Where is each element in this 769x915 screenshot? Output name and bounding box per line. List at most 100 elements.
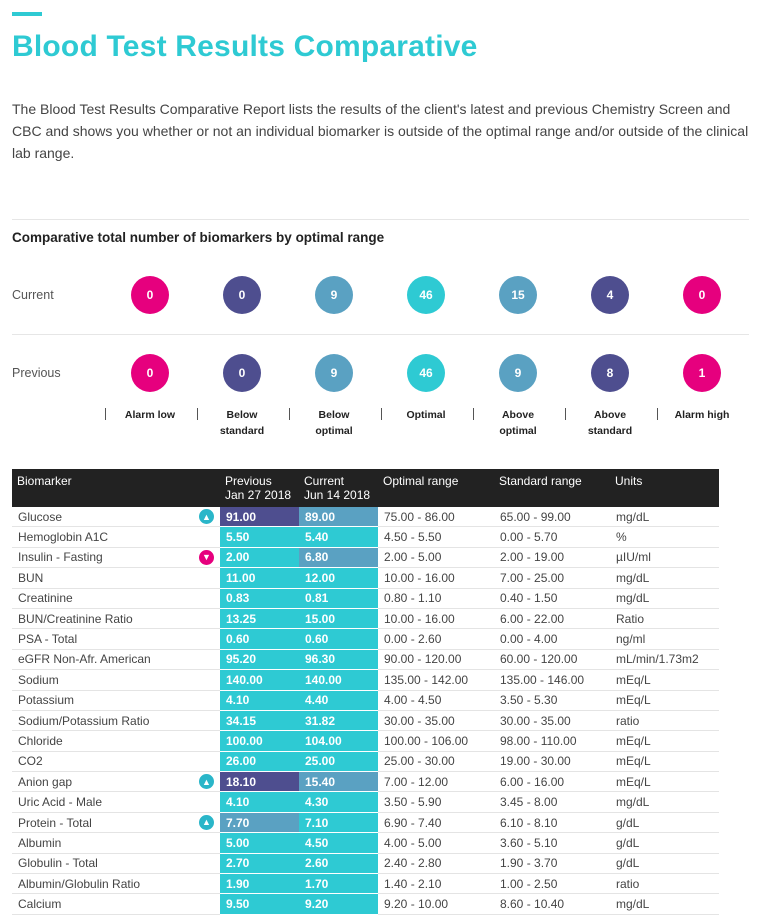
units: ratio — [610, 873, 719, 895]
units-text: g/dL — [616, 835, 640, 850]
category-label: Above optimal — [473, 407, 563, 439]
previous-value: 95.20 — [220, 649, 299, 671]
table-row: Anion gap ▲ 18.10 15.40 7.00 - 12.00 6.00 - 1… — [12, 771, 719, 793]
standard-range: 6.00 - 16.00 — [494, 771, 610, 793]
count-circle: 46 — [407, 276, 445, 314]
biomarker-name-text: Sodium/Potassium Ratio — [18, 713, 150, 728]
optimal-range: 75.00 - 86.00 — [378, 507, 494, 528]
biomarker-name: CO2 — [12, 751, 220, 773]
optimal-range-text: 100.00 - 106.00 — [384, 733, 469, 748]
count-circle: 8 — [591, 354, 629, 392]
units: mL/min/1.73m2 — [610, 649, 719, 671]
units: % — [610, 526, 719, 548]
biomarker-name: Albumin/Globulin Ratio — [12, 873, 220, 895]
biomarker-name: Insulin - Fasting ▼ — [12, 547, 220, 569]
optimal-range-text: 1.40 - 2.10 — [384, 876, 442, 891]
table-row: Chloride 100.00 104.00 100.00 - 106.00 98.00… — [12, 730, 719, 752]
previous-value: 0.60 — [220, 628, 299, 650]
optimal-range: 25.00 - 30.00 — [378, 751, 494, 773]
units-text: g/dL — [616, 856, 640, 871]
thumbs-up-icon[interactable]: ▲ — [199, 814, 214, 830]
biomarker-name-text: Creatinine — [18, 591, 73, 606]
report-intro: The Blood Test Results Comparative Repor… — [12, 101, 749, 161]
standard-range-text: 8.60 - 10.40 — [500, 897, 565, 912]
optimal-range: 9.20 - 10.00 — [378, 893, 494, 915]
optimal-range: 2.40 - 2.80 — [378, 853, 494, 875]
biomarker-name-text: Globulin - Total — [18, 856, 98, 871]
biomarker-name: Sodium/Potassium Ratio — [12, 710, 220, 732]
optimal-range-text: 6.90 - 7.40 — [384, 815, 442, 830]
thumbs-up-icon[interactable]: ▲ — [199, 774, 214, 790]
table-row: Albumin/Globulin Ratio 1.90 1.70 1.40 - 2.1… — [12, 873, 719, 895]
header-previous: Previous Jan 27 2018 — [220, 469, 299, 507]
standard-range: 0.40 - 1.50 — [494, 588, 610, 609]
standard-range: 7.00 - 25.00 — [494, 567, 610, 589]
count-circle: 0 — [223, 354, 261, 392]
standard-range-text: 1.00 - 2.50 — [500, 876, 558, 891]
previous-value-text: 18.10 — [226, 774, 257, 789]
optimal-range-text: 10.00 - 16.00 — [384, 570, 455, 585]
previous-value: 5.50 — [220, 526, 299, 548]
category-separator — [565, 408, 566, 420]
units: mEq/L — [610, 771, 719, 793]
previous-value-text: 91.00 — [226, 509, 257, 524]
standard-range-text: 0.00 - 5.70 — [500, 530, 558, 545]
category-separator — [197, 408, 198, 420]
optimal-range-text: 75.00 - 86.00 — [384, 509, 455, 524]
header-optimal-range: Optimal range — [378, 469, 494, 507]
optimal-range: 7.00 - 12.00 — [378, 771, 494, 793]
biomarker-name-text: BUN/Creatinine Ratio — [18, 611, 133, 626]
standard-range-text: 3.60 - 5.10 — [500, 835, 558, 850]
units: g/dL — [610, 812, 719, 834]
biomarker-name: eGFR Non-Afr. American — [12, 649, 220, 671]
units-text: mg/dL — [616, 509, 650, 524]
previous-value-text: 2.00 — [226, 550, 250, 565]
current-value: 15.00 — [299, 608, 378, 630]
previous-value: 4.10 — [220, 791, 299, 813]
current-value-text: 2.60 — [305, 856, 329, 871]
units-text: ratio — [616, 876, 640, 891]
units: mg/dL — [610, 567, 719, 589]
biomarker-name: BUN/Creatinine Ratio — [12, 608, 220, 630]
thumbs-down-icon[interactable]: ▼ — [199, 549, 214, 565]
current-value: 25.00 — [299, 751, 378, 773]
category-separator — [381, 408, 382, 420]
current-value-text: 104.00 — [305, 733, 342, 748]
current-value-text: 31.82 — [305, 713, 336, 728]
previous-value-text: 5.00 — [226, 835, 250, 850]
optimal-range: 0.80 - 1.10 — [378, 588, 494, 609]
units: mEq/L — [610, 690, 719, 711]
table-row: Calcium 9.50 9.20 9.20 - 10.00 8.60 - 10.40 m… — [12, 893, 719, 915]
header-current-label: Current — [304, 474, 345, 488]
standard-range-text: 6.10 - 8.10 — [500, 815, 558, 830]
standard-range: 0.00 - 4.00 — [494, 628, 610, 650]
units: Ratio — [610, 608, 719, 630]
previous-value: 0.83 — [220, 588, 299, 609]
previous-value-text: 95.20 — [226, 652, 257, 667]
header-standard-range: Standard range — [494, 469, 610, 507]
table-row: Insulin - Fasting ▼ 2.00 6.80 2.00 - 5.00 2.0… — [12, 547, 719, 569]
biomarker-name-text: Calcium — [18, 897, 62, 912]
category-label: Alarm low — [105, 407, 195, 423]
thumbs-up-icon[interactable]: ▲ — [199, 509, 214, 524]
units: mg/dL — [610, 588, 719, 609]
biomarker-name-text: BUN — [18, 570, 44, 585]
previous-value: 5.00 — [220, 832, 299, 854]
count-circle: 4 — [591, 276, 629, 314]
biomarker-name-text: Protein - Total — [18, 815, 92, 830]
current-value: 31.82 — [299, 710, 378, 732]
previous-value-text: 9.50 — [226, 897, 250, 912]
summary-row-label-current: Current — [12, 288, 54, 302]
table-row: Albumin 5.00 4.50 4.00 - 5.00 3.60 - 5.10 g/d… — [12, 832, 719, 854]
standard-range: 65.00 - 99.00 — [494, 507, 610, 528]
previous-value-text: 26.00 — [226, 754, 257, 769]
previous-value: 18.10 — [220, 771, 299, 793]
units: mEq/L — [610, 730, 719, 752]
current-value-text: 6.80 — [305, 550, 329, 565]
category-label-line2: optimal — [499, 425, 537, 437]
header-units: Units — [610, 469, 719, 507]
units: mg/dL — [610, 791, 719, 813]
standard-range-text: 60.00 - 120.00 — [500, 652, 578, 667]
optimal-range-text: 7.00 - 12.00 — [384, 774, 449, 789]
optimal-range: 10.00 - 16.00 — [378, 608, 494, 630]
